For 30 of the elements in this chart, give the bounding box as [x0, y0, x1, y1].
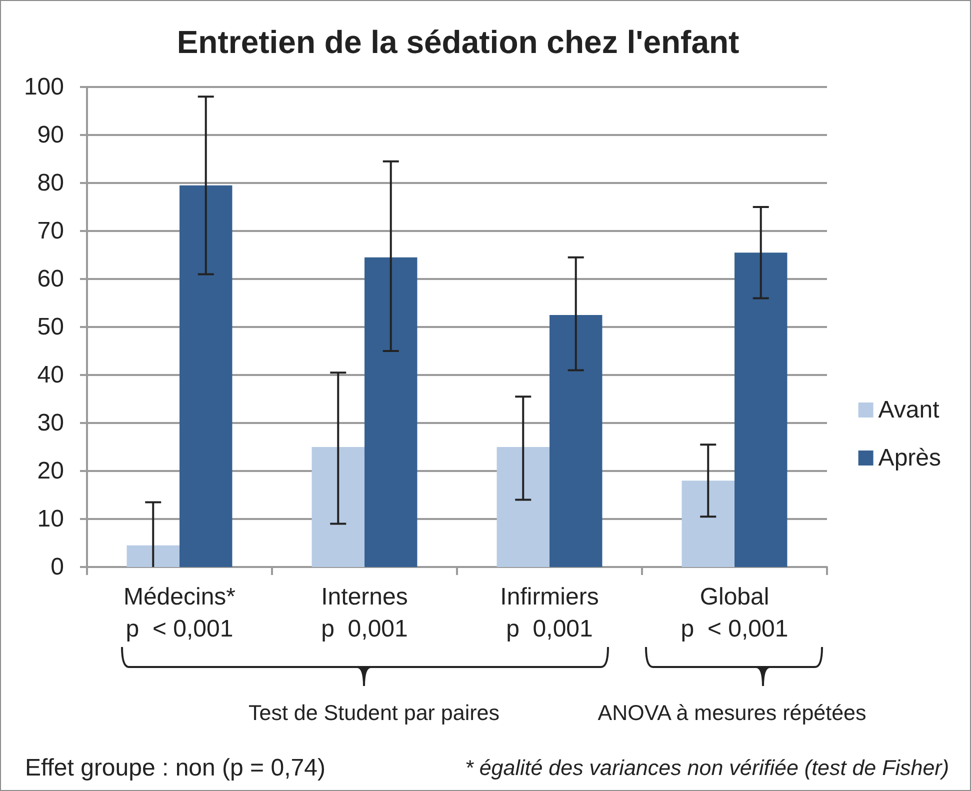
x-tick-label: Internes p 0,001 — [321, 584, 408, 642]
y-tick-label: 100 — [24, 74, 64, 100]
bar — [550, 315, 602, 567]
y-tick-label: 40 — [37, 362, 64, 388]
text: * égalité des variances non vérifiée (test de Fisher) — [465, 756, 949, 780]
legend-label: Après — [878, 444, 942, 472]
chart-title: Entretien de la sédation chez l'enfant — [176, 24, 740, 60]
text: ANOVA à mesures répétées — [598, 701, 866, 725]
y-tick-label: 30 — [37, 410, 64, 436]
text: Test de Student par paires — [248, 701, 500, 725]
bar — [364, 257, 418, 567]
y-tick-label: 20 — [37, 458, 64, 484]
bar — [180, 185, 232, 567]
y-tick-label: 70 — [37, 218, 64, 244]
y-tick-label: 80 — [37, 170, 64, 196]
y-tick-label: 10 — [37, 506, 64, 532]
legend-label: Avant — [878, 396, 940, 424]
x-tick-label: Infirmiers p 0,001 — [500, 584, 599, 642]
bar — [682, 480, 734, 567]
bar — [496, 447, 550, 567]
y-tick-label: 50 — [37, 314, 64, 340]
bar — [312, 447, 364, 567]
y-tick-label: 0 — [50, 554, 64, 580]
bar — [734, 252, 788, 567]
x-tick-label: Global p < 0,001 — [680, 584, 788, 642]
y-tick-label: 60 — [37, 266, 64, 292]
y-tick-label: 90 — [37, 122, 64, 148]
text: Effet groupe : non (p = 0,74) — [25, 754, 326, 782]
bar — [126, 545, 180, 567]
x-tick-label: Médecins* p < 0,001 — [123, 584, 236, 642]
